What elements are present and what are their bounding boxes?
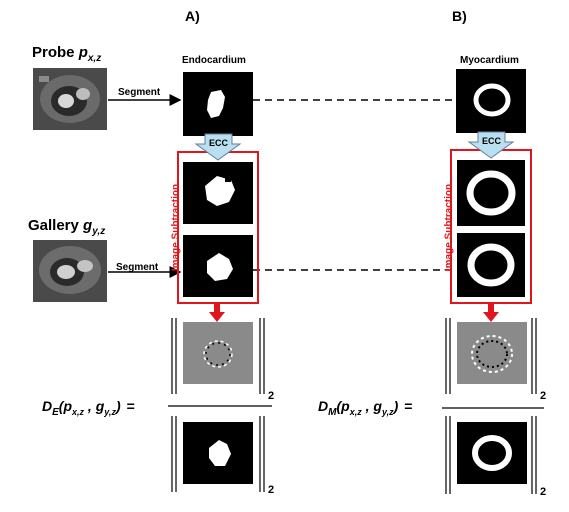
endocardium-difference-image — [183, 322, 253, 384]
norm-subscript-a-bottom: 2 — [268, 484, 275, 496]
red-arrow-head-a — [209, 312, 225, 322]
endocardium-probe-ecc-mask — [183, 162, 253, 224]
endocardium-gallery-blob — [207, 253, 233, 281]
probe-mri-drawing — [33, 68, 107, 130]
myocardium-probe-ecc-mask — [457, 160, 525, 226]
ecc-arrow-a — [194, 133, 242, 161]
subtraction-box-a — [177, 151, 259, 304]
image-subtraction-label-a: Image Subtraction — [170, 183, 182, 272]
probe-label: Probe px,z — [32, 44, 102, 64]
red-arrow-stem-b — [488, 303, 494, 313]
norm-subscript-a-top: 2 — [268, 390, 275, 402]
column-a-title: A) — [185, 8, 200, 24]
endocardium-denominator-blob — [209, 440, 231, 466]
image-subtraction-label-b: Image Subtraction — [443, 183, 455, 272]
myocardium-probe-ring — [473, 83, 511, 117]
myocardium-difference-pattern — [471, 335, 513, 373]
norm-subscript-b-bottom: 2 — [540, 486, 547, 498]
norm-subscript-b-top: 2 — [540, 390, 547, 402]
subtraction-box-b — [450, 149, 532, 304]
endocardium-label: Endocardium — [182, 55, 246, 66]
endocardium-denominator-mask — [183, 422, 253, 484]
ecc-arrow-b — [467, 131, 515, 159]
myocardium-gallery-mask — [457, 233, 525, 297]
gallery-mri-image — [33, 240, 107, 302]
segment-label-gallery: Segment — [116, 262, 159, 273]
endocardium-probe-blob — [207, 90, 225, 118]
endocardium-gallery-mask — [183, 235, 253, 297]
myocardium-label: Myocardium — [460, 55, 519, 66]
red-arrow-head-b — [483, 312, 499, 322]
gallery-mri-drawing — [33, 240, 107, 302]
formula-myocardium-distance: DM(px,z , gy,z) = — [318, 398, 413, 418]
segment-label-probe: Segment — [118, 87, 161, 98]
myocardium-ecc-ring — [466, 170, 516, 216]
myocardium-gallery-ring — [467, 243, 515, 287]
myocardium-difference-image — [457, 322, 527, 384]
probe-mri-image — [33, 68, 107, 130]
gallery-label: Gallery gy,z — [28, 217, 106, 237]
myocardium-denominator-mask — [457, 422, 527, 484]
ecc-label-a: ECC — [209, 138, 229, 148]
ecc-label-b: ECC — [482, 136, 502, 146]
myocardium-denominator-ring — [472, 435, 512, 471]
column-b-title: B) — [452, 8, 467, 24]
endocardium-probe-mask — [183, 72, 253, 136]
formula-endocardium-distance: DE(px,z , gy,z) = — [42, 398, 135, 418]
endocardium-difference-pattern — [203, 340, 233, 368]
myocardium-probe-mask — [456, 69, 526, 133]
endocardium-ecc-blob — [205, 176, 235, 206]
red-arrow-stem-a — [214, 303, 220, 313]
